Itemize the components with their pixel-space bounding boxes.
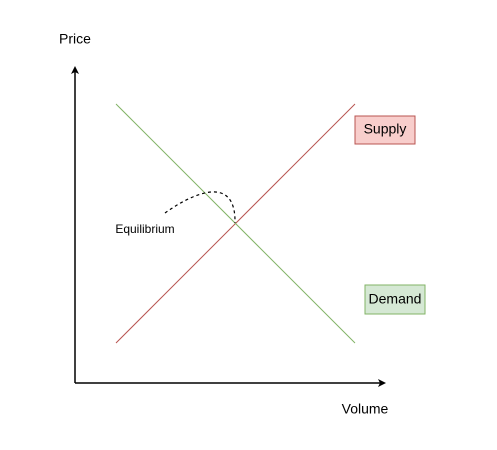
demand-label: Demand	[369, 291, 422, 307]
demand-line	[115, 103, 356, 344]
y-axis-label: Price	[59, 31, 91, 47]
annotation-connector	[164, 191, 236, 224]
supply-label: Supply	[364, 121, 407, 137]
demand-box	[364, 284, 426, 315]
x-axis-label: Volume	[342, 401, 389, 417]
supply-box	[354, 115, 416, 145]
equilibrium-label: Equilibrium	[115, 222, 174, 236]
